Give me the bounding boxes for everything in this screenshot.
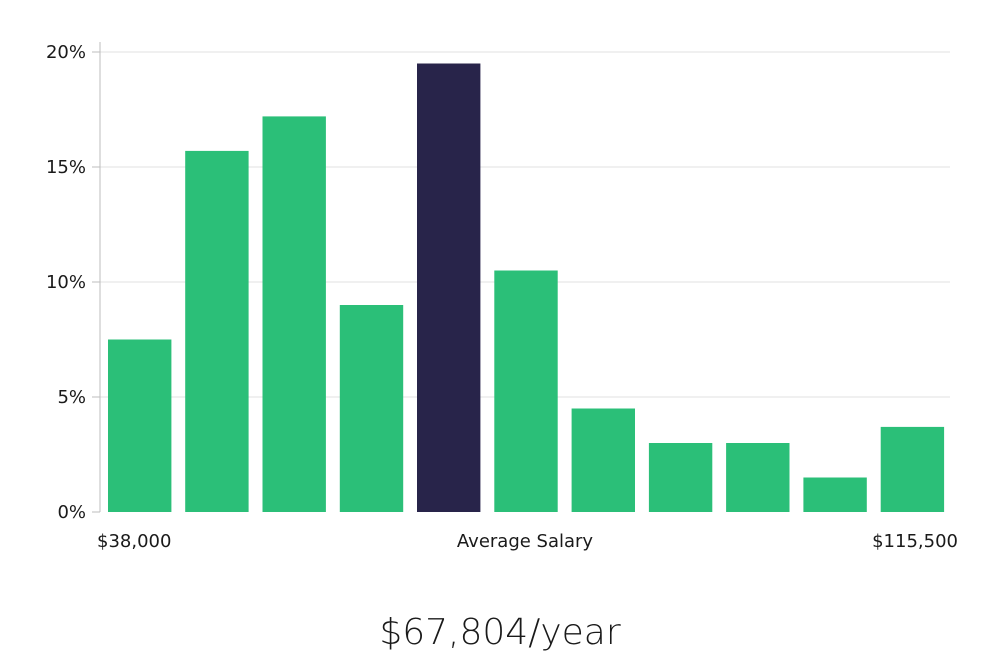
x-label-min: $38,000 <box>97 531 171 552</box>
bar <box>726 443 790 512</box>
bars <box>108 63 945 513</box>
bar <box>262 116 326 513</box>
bar <box>880 426 945 512</box>
y-tick-label: 20% <box>46 42 86 63</box>
bar <box>571 408 635 512</box>
y-tick-label: 5% <box>57 387 86 408</box>
bar <box>339 305 404 512</box>
y-tick-label: 0% <box>57 502 86 523</box>
bar-average-salary <box>417 63 481 512</box>
salary-distribution-chart: 0% 5% 10% 15% 20% $38,000 Average Salary $11… <box>46 42 958 552</box>
average-salary-value: $67,804/year <box>379 612 621 653</box>
x-label-max: $115,500 <box>872 531 958 552</box>
y-axis-ticks: 0% 5% 10% 15% 20% <box>46 42 100 523</box>
y-tick-label: 10% <box>46 272 86 293</box>
bar <box>803 477 867 512</box>
bar <box>648 443 713 512</box>
bar <box>108 339 172 512</box>
bar <box>494 270 558 512</box>
x-label-center: Average Salary <box>457 531 594 552</box>
y-tick-label: 15% <box>46 157 86 178</box>
bar <box>185 150 249 512</box>
x-axis-labels: $38,000 Average Salary $115,500 <box>97 531 958 552</box>
